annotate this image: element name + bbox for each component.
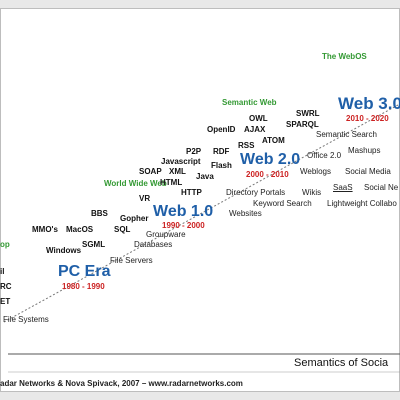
app-mashups: Mashups — [348, 146, 381, 155]
tech-flash: Flash — [211, 161, 232, 170]
tech-xml: XML — [169, 167, 186, 176]
tech-rc: RC — [0, 282, 12, 291]
app-social-net: Social Ne — [364, 183, 399, 192]
trend-line — [3, 104, 399, 323]
tech-openid: OpenID — [207, 125, 236, 134]
app-directory-portals: Directory Portals — [226, 188, 286, 197]
tech-sparql: SPARQL — [286, 120, 319, 129]
tech-html: HTML — [160, 178, 183, 187]
tech-windows: Windows — [46, 246, 82, 255]
tech-javascript: Javascript — [161, 157, 201, 166]
category-desktop: op — [0, 240, 10, 249]
tech-swrl: SWRL — [296, 109, 320, 118]
tech-owl: OWL — [249, 114, 268, 123]
diagram-frame — [0, 8, 400, 392]
app-office2: Office 2.0 — [307, 151, 342, 160]
app-file-servers: File Servers — [110, 256, 153, 265]
app-lightweight-collab: Lightweight Collabo — [327, 199, 397, 208]
era-web1-name: Web 1.0 — [153, 203, 214, 220]
app-databases: Databases — [134, 240, 173, 249]
app-saas: SaaS — [333, 183, 353, 192]
tech-p2p: P2P — [186, 147, 202, 156]
tech-et: ET — [0, 297, 11, 306]
app-wikis: Wikis — [302, 188, 322, 197]
app-keyword-search: Keyword Search — [253, 199, 312, 208]
app-groupware: Groupware — [146, 230, 186, 239]
era-pc-name: PC Era — [58, 263, 111, 280]
tech-mmos: MMO's — [32, 225, 58, 234]
tech-macos: MacOS — [66, 225, 94, 234]
footer-credit: adar Networks & Nova Spivack, 2007 – www… — [0, 379, 243, 388]
tech-il: il — [0, 267, 5, 276]
tech-soap: SOAP — [139, 167, 162, 176]
tech-sql: SQL — [114, 225, 131, 234]
tech-atom: ATOM — [262, 136, 285, 145]
category-webos: The WebOS — [322, 52, 367, 61]
tech-java: Java — [196, 172, 214, 181]
era-pc-years: 1980 - 1990 — [62, 282, 105, 291]
tech-ajax: AJAX — [244, 125, 266, 134]
tech-sgml: SGML — [82, 240, 106, 249]
app-file-systems: File Systems — [3, 315, 49, 324]
app-weblogs: Weblogs — [300, 167, 331, 176]
era-web1-years: 1990 - 2000 — [162, 221, 205, 230]
tech-bbs: BBS — [91, 209, 108, 218]
era-web2-years: 2000 - 2010 — [246, 170, 289, 179]
era-web3-years: 2010 - 2020 — [346, 114, 389, 123]
tech-gopher: Gopher — [120, 214, 149, 223]
tech-rdf: RDF — [213, 147, 230, 156]
app-semantic-search: Semantic Search — [316, 130, 377, 139]
tech-http: HTTP — [181, 188, 202, 197]
era-web3-name: Web 3.0 — [338, 94, 400, 113]
era-web2-name: Web 2.0 — [240, 151, 301, 168]
tech-rss: RSS — [238, 141, 255, 150]
app-websites: Websites — [229, 209, 262, 218]
app-social-media: Social Media — [345, 167, 391, 176]
tech-vr: VR — [139, 194, 151, 203]
category-www: World Wide Web — [104, 179, 167, 188]
category-semantic-web: Semantic Web — [222, 98, 277, 107]
footer-title: Semantics of Socia — [294, 357, 389, 369]
